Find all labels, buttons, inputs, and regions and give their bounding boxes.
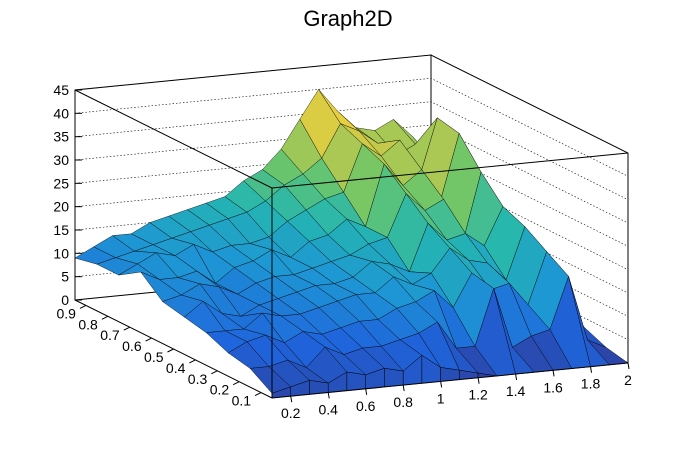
- z-grid-line: [74, 54, 629, 154]
- x-tick-label: 0.4: [318, 401, 338, 417]
- y-tick: [123, 326, 130, 331]
- x-tick-label: 1.6: [543, 379, 563, 395]
- y-tick: [254, 392, 262, 397]
- z-tick-label: 5: [61, 269, 69, 285]
- y-tick-label: 0.9: [56, 305, 76, 321]
- x-tick: [515, 373, 518, 381]
- y-tick: [145, 337, 152, 342]
- x-tick: [627, 362, 630, 370]
- z-tick-label: 0: [61, 292, 69, 308]
- y-tick-label: 0.7: [100, 327, 120, 343]
- x-tick: [327, 392, 330, 399]
- x-tick-label: 0.8: [393, 394, 413, 410]
- z-tick-label: 30: [53, 152, 69, 168]
- x-tick: [402, 385, 405, 392]
- z-grid-line: [74, 77, 629, 177]
- x-tick: [477, 377, 480, 384]
- box-edge-top-right: [271, 152, 629, 189]
- x-tick: [552, 370, 555, 377]
- y-tick-label: 0.1: [232, 393, 252, 409]
- y-tick-label: 0.8: [78, 316, 98, 332]
- y-tick: [101, 315, 109, 320]
- x-tick: [365, 388, 368, 395]
- y-tick-label: 0.3: [188, 371, 208, 387]
- x-tick-label: 0.2: [281, 405, 301, 421]
- z-tick-label: 10: [53, 245, 69, 261]
- z-tick-label: 35: [53, 129, 69, 145]
- x-tick: [290, 396, 293, 403]
- x-tick: [590, 366, 593, 373]
- y-tick: [189, 359, 196, 364]
- y-tick: [167, 348, 174, 353]
- x-tick-label: 1.8: [581, 376, 601, 392]
- x-tick-label: 2: [624, 372, 632, 388]
- box-edge-top-left: [74, 89, 273, 189]
- y-tick-label: 0.6: [122, 338, 142, 354]
- box-edge-front-right: [271, 362, 629, 399]
- y-tick-label: 0.2: [210, 382, 230, 398]
- surface-side-cell: [346, 371, 366, 391]
- x-tick-label: 1.2: [468, 387, 488, 403]
- surface-side-cell: [384, 368, 404, 388]
- x-tick-label: 1.4: [506, 383, 526, 399]
- chart-title: Graph2D: [303, 6, 393, 31]
- x-tick-label: 1: [437, 390, 445, 406]
- y-tick-label: 0.5: [144, 349, 164, 365]
- z-grid-line: [74, 124, 629, 224]
- x-tick-label: 0.6: [356, 398, 376, 414]
- z-tick-label: 45: [53, 82, 69, 98]
- z-tick-label: 40: [53, 105, 69, 121]
- x-tick: [440, 381, 443, 388]
- z-tick-label: 15: [53, 222, 69, 238]
- z-tick-label: 25: [53, 175, 69, 191]
- z-grid-line: [74, 101, 629, 200]
- y-tick: [232, 381, 240, 386]
- y-tick: [211, 370, 218, 375]
- y-tick: [79, 304, 87, 309]
- z-tick-label: 20: [53, 199, 69, 215]
- y-tick-label: 0.4: [166, 360, 186, 376]
